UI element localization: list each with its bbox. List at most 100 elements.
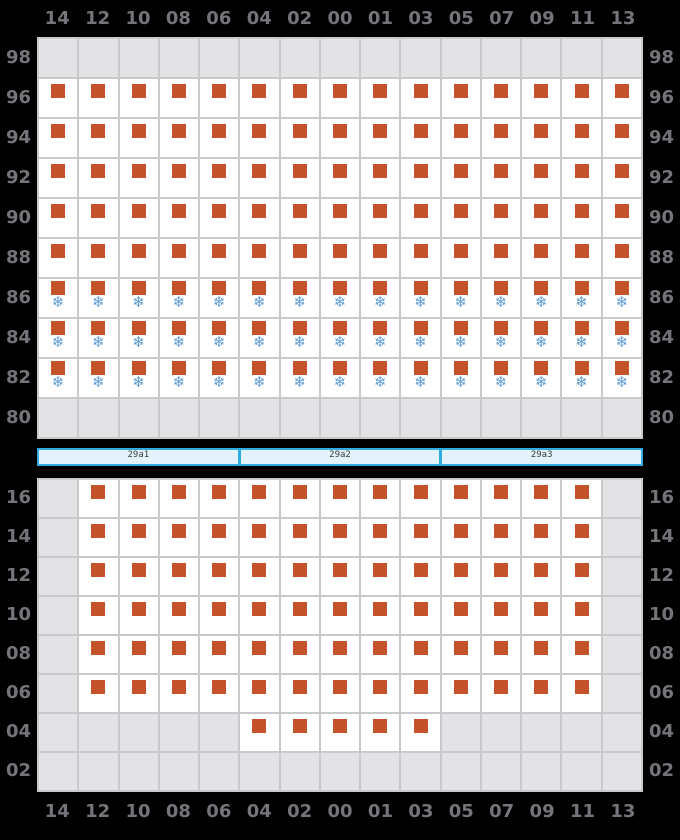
cell-86-12-available-berth-with-ac[interactable]: ❄ — [79, 279, 118, 317]
cell-88-02-available-berth[interactable] — [280, 239, 319, 277]
cell-16-01-available-berth[interactable] — [361, 480, 400, 517]
cell-12-11-available-berth[interactable] — [562, 558, 601, 595]
cell-86-05-available-berth-with-ac[interactable]: ❄ — [441, 279, 480, 317]
cell-84-06-available-berth-with-ac[interactable]: ❄ — [200, 319, 239, 357]
cell-94-01-available-berth[interactable] — [361, 119, 400, 157]
cell-08-01-available-berth[interactable] — [361, 636, 400, 673]
cell-16-09-available-berth[interactable] — [522, 480, 561, 517]
cell-08-11-available-berth[interactable] — [562, 636, 601, 673]
cell-82-01-available-berth-with-ac[interactable]: ❄ — [361, 359, 400, 397]
cell-94-08-available-berth[interactable] — [159, 119, 199, 157]
cell-88-00-available-berth[interactable] — [320, 239, 360, 277]
cell-92-07-available-berth[interactable] — [481, 159, 521, 197]
cell-88-05-available-berth[interactable] — [441, 239, 480, 277]
cell-84-12-available-berth-with-ac[interactable]: ❄ — [79, 319, 118, 357]
cell-88-13-available-berth[interactable] — [602, 239, 641, 277]
cell-12-02-available-berth[interactable] — [280, 558, 319, 595]
cell-14-03-available-berth[interactable] — [401, 519, 440, 556]
cell-96-03-available-berth[interactable] — [401, 79, 440, 117]
cell-16-11-available-berth[interactable] — [562, 480, 601, 517]
cell-86-07-available-berth-with-ac[interactable]: ❄ — [481, 279, 521, 317]
cell-06-02-available-berth[interactable] — [280, 675, 319, 712]
cell-12-05-available-berth[interactable] — [441, 558, 480, 595]
cell-10-06-available-berth[interactable] — [200, 597, 239, 634]
cell-92-09-available-berth[interactable] — [522, 159, 561, 197]
cell-08-04-available-berth[interactable] — [240, 636, 279, 673]
cell-08-00-available-berth[interactable] — [320, 636, 360, 673]
cell-94-12-available-berth[interactable] — [79, 119, 118, 157]
cell-90-08-available-berth[interactable] — [159, 199, 199, 237]
cell-86-13-available-berth-with-ac[interactable]: ❄ — [602, 279, 641, 317]
cell-92-10-available-berth[interactable] — [119, 159, 158, 197]
cell-96-10-available-berth[interactable] — [119, 79, 158, 117]
cell-04-02-available-berth[interactable] — [280, 714, 319, 751]
cell-90-09-available-berth[interactable] — [522, 199, 561, 237]
cell-14-07-available-berth[interactable] — [481, 519, 521, 556]
cell-94-03-available-berth[interactable] — [401, 119, 440, 157]
cell-86-14-available-berth-with-ac[interactable]: ❄ — [39, 279, 78, 317]
cell-96-01-available-berth[interactable] — [361, 79, 400, 117]
cell-86-01-available-berth-with-ac[interactable]: ❄ — [361, 279, 400, 317]
cell-06-00-available-berth[interactable] — [320, 675, 360, 712]
cell-86-00-available-berth-with-ac[interactable]: ❄ — [320, 279, 360, 317]
section-29a3[interactable]: 29a3 — [440, 448, 644, 466]
cell-96-05-available-berth[interactable] — [441, 79, 480, 117]
cell-84-08-available-berth-with-ac[interactable]: ❄ — [159, 319, 199, 357]
cell-84-04-available-berth-with-ac[interactable]: ❄ — [240, 319, 279, 357]
cell-96-12-available-berth[interactable] — [79, 79, 118, 117]
cell-84-07-available-berth-with-ac[interactable]: ❄ — [481, 319, 521, 357]
cell-82-07-available-berth-with-ac[interactable]: ❄ — [481, 359, 521, 397]
cell-88-07-available-berth[interactable] — [481, 239, 521, 277]
cell-86-06-available-berth-with-ac[interactable]: ❄ — [200, 279, 239, 317]
cell-06-12-available-berth[interactable] — [79, 675, 118, 712]
cell-90-02-available-berth[interactable] — [280, 199, 319, 237]
cell-82-10-available-berth-with-ac[interactable]: ❄ — [119, 359, 158, 397]
cell-82-13-available-berth-with-ac[interactable]: ❄ — [602, 359, 641, 397]
cell-10-05-available-berth[interactable] — [441, 597, 480, 634]
cell-10-08-available-berth[interactable] — [159, 597, 199, 634]
cell-04-00-available-berth[interactable] — [320, 714, 360, 751]
cell-94-10-available-berth[interactable] — [119, 119, 158, 157]
cell-88-10-available-berth[interactable] — [119, 239, 158, 277]
cell-94-05-available-berth[interactable] — [441, 119, 480, 157]
cell-16-06-available-berth[interactable] — [200, 480, 239, 517]
cell-92-05-available-berth[interactable] — [441, 159, 480, 197]
cell-14-02-available-berth[interactable] — [280, 519, 319, 556]
cell-82-09-available-berth-with-ac[interactable]: ❄ — [522, 359, 561, 397]
cell-82-05-available-berth-with-ac[interactable]: ❄ — [441, 359, 480, 397]
cell-08-06-available-berth[interactable] — [200, 636, 239, 673]
cell-94-06-available-berth[interactable] — [200, 119, 239, 157]
cell-82-03-available-berth-with-ac[interactable]: ❄ — [401, 359, 440, 397]
cell-12-12-available-berth[interactable] — [79, 558, 118, 595]
cell-04-04-available-berth[interactable] — [240, 714, 279, 751]
cell-08-12-available-berth[interactable] — [79, 636, 118, 673]
cell-12-09-available-berth[interactable] — [522, 558, 561, 595]
cell-82-08-available-berth-with-ac[interactable]: ❄ — [159, 359, 199, 397]
cell-06-06-available-berth[interactable] — [200, 675, 239, 712]
cell-12-06-available-berth[interactable] — [200, 558, 239, 595]
cell-06-09-available-berth[interactable] — [522, 675, 561, 712]
cell-14-00-available-berth[interactable] — [320, 519, 360, 556]
cell-84-01-available-berth-with-ac[interactable]: ❄ — [361, 319, 400, 357]
cell-94-14-available-berth[interactable] — [39, 119, 78, 157]
cell-96-06-available-berth[interactable] — [200, 79, 239, 117]
cell-04-03-available-berth[interactable] — [401, 714, 440, 751]
cell-82-06-available-berth-with-ac[interactable]: ❄ — [200, 359, 239, 397]
cell-06-08-available-berth[interactable] — [159, 675, 199, 712]
cell-84-14-available-berth-with-ac[interactable]: ❄ — [39, 319, 78, 357]
cell-96-04-available-berth[interactable] — [240, 79, 279, 117]
cell-92-01-available-berth[interactable] — [361, 159, 400, 197]
cell-96-13-available-berth[interactable] — [602, 79, 641, 117]
cell-84-03-available-berth-with-ac[interactable]: ❄ — [401, 319, 440, 357]
cell-10-00-available-berth[interactable] — [320, 597, 360, 634]
cell-16-10-available-berth[interactable] — [119, 480, 158, 517]
cell-14-05-available-berth[interactable] — [441, 519, 480, 556]
cell-10-07-available-berth[interactable] — [481, 597, 521, 634]
cell-90-14-available-berth[interactable] — [39, 199, 78, 237]
cell-16-02-available-berth[interactable] — [280, 480, 319, 517]
cell-94-07-available-berth[interactable] — [481, 119, 521, 157]
cell-08-05-available-berth[interactable] — [441, 636, 480, 673]
section-29a1[interactable]: 29a1 — [37, 448, 240, 466]
cell-12-01-available-berth[interactable] — [361, 558, 400, 595]
cell-16-00-available-berth[interactable] — [320, 480, 360, 517]
